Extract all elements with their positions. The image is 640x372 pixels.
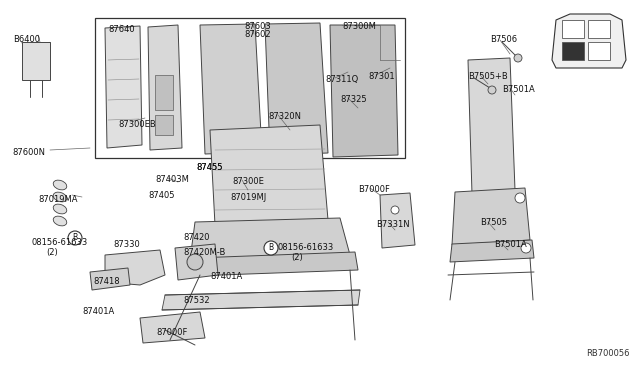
Bar (562, 42, 584, 60)
Polygon shape (193, 252, 358, 276)
Circle shape (264, 241, 278, 255)
Text: 87600N: 87600N (12, 148, 45, 157)
Text: 87532: 87532 (183, 296, 210, 305)
Polygon shape (210, 125, 328, 225)
Text: 87325: 87325 (340, 95, 367, 104)
Circle shape (521, 243, 531, 253)
Polygon shape (265, 23, 328, 155)
Polygon shape (105, 250, 165, 285)
Text: B: B (72, 234, 77, 243)
Polygon shape (190, 218, 350, 260)
Text: 87300E: 87300E (232, 177, 264, 186)
Polygon shape (162, 290, 360, 310)
Text: (2): (2) (291, 253, 303, 262)
Ellipse shape (53, 216, 67, 226)
Polygon shape (552, 14, 626, 68)
Text: 87418: 87418 (93, 277, 120, 286)
Polygon shape (22, 42, 50, 80)
Text: 87300EB: 87300EB (118, 120, 156, 129)
Bar (95, 18, 405, 158)
Text: 87019MA: 87019MA (38, 195, 77, 204)
Polygon shape (330, 25, 398, 157)
Ellipse shape (53, 180, 67, 190)
Text: B7501A: B7501A (502, 85, 535, 94)
Polygon shape (140, 312, 205, 343)
Text: B7000F: B7000F (358, 185, 390, 194)
Text: 87330: 87330 (113, 240, 140, 249)
Text: 87401A: 87401A (82, 307, 115, 316)
Bar (155, 115, 173, 135)
Text: 87455: 87455 (196, 163, 223, 172)
Ellipse shape (53, 204, 67, 214)
Text: 87301: 87301 (368, 72, 395, 81)
Text: B: B (268, 244, 273, 253)
Bar (155, 75, 173, 110)
Polygon shape (148, 25, 182, 150)
Bar (588, 20, 610, 38)
Text: 87401A: 87401A (210, 272, 243, 281)
Polygon shape (452, 188, 530, 245)
Polygon shape (468, 58, 515, 194)
Text: 87603: 87603 (244, 22, 271, 31)
Polygon shape (450, 240, 534, 262)
Text: 87019MJ: 87019MJ (230, 193, 266, 202)
Ellipse shape (53, 192, 67, 202)
Text: 87300M: 87300M (342, 22, 376, 31)
Text: 87403M: 87403M (155, 175, 189, 184)
Text: (2): (2) (46, 248, 58, 257)
Polygon shape (105, 26, 142, 148)
Polygon shape (175, 244, 218, 280)
Text: 87320N: 87320N (268, 112, 301, 121)
Bar (588, 42, 610, 60)
Text: B6400: B6400 (13, 35, 40, 44)
Text: B7506: B7506 (490, 35, 517, 44)
Polygon shape (90, 268, 130, 290)
Polygon shape (200, 24, 262, 154)
Circle shape (488, 86, 496, 94)
Text: B7331N: B7331N (376, 220, 410, 229)
Text: 08156-61633: 08156-61633 (278, 243, 334, 252)
Polygon shape (380, 193, 415, 248)
Text: B7505+B: B7505+B (468, 72, 508, 81)
Ellipse shape (187, 254, 203, 270)
Text: 87602: 87602 (244, 30, 271, 39)
Text: 87311Q: 87311Q (325, 75, 358, 84)
Text: 87405: 87405 (148, 191, 175, 200)
Text: 87455: 87455 (196, 163, 223, 172)
Circle shape (391, 206, 399, 214)
Circle shape (68, 231, 82, 245)
Bar (562, 20, 584, 38)
Text: B7505: B7505 (480, 218, 507, 227)
Text: B7501A: B7501A (494, 240, 527, 249)
Text: RB700056: RB700056 (586, 349, 630, 358)
Text: 08156-61633: 08156-61633 (32, 238, 88, 247)
Text: 87000F: 87000F (156, 328, 188, 337)
Circle shape (514, 54, 522, 62)
Text: 87420: 87420 (183, 233, 209, 242)
Text: 87420M-B: 87420M-B (183, 248, 225, 257)
Text: 87640: 87640 (108, 25, 134, 34)
Circle shape (515, 193, 525, 203)
